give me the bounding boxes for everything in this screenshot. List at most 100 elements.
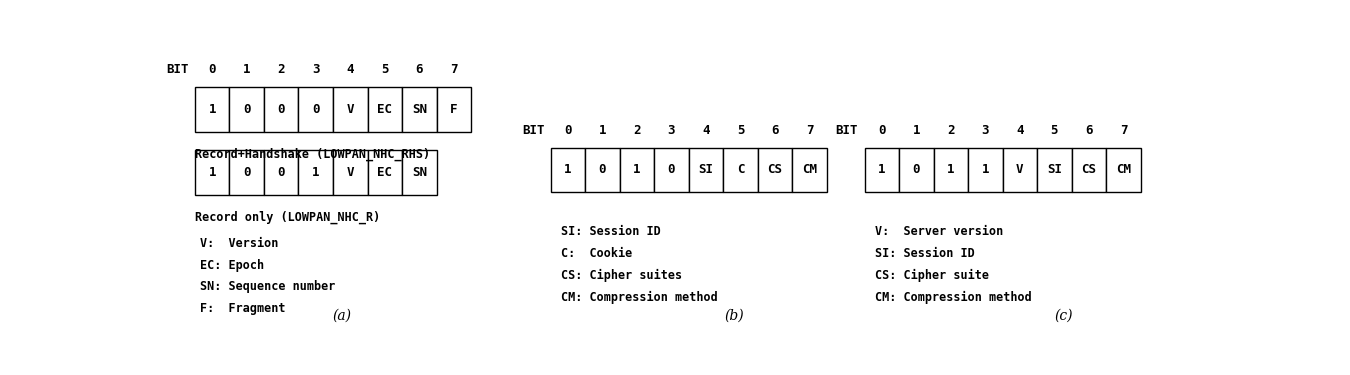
Bar xyxy=(1003,147,1037,192)
Text: CS: CS xyxy=(1081,164,1096,176)
Text: 4: 4 xyxy=(1017,124,1023,136)
Text: 1: 1 xyxy=(913,124,921,136)
Text: 1: 1 xyxy=(878,164,886,176)
Text: (b): (b) xyxy=(724,308,744,322)
Bar xyxy=(688,147,724,192)
Text: CS: CS xyxy=(768,164,783,176)
Text: SN: SN xyxy=(412,103,427,116)
Text: 1: 1 xyxy=(633,164,641,176)
Bar xyxy=(367,87,402,132)
Bar xyxy=(194,150,230,195)
Bar xyxy=(792,147,826,192)
Bar xyxy=(402,150,436,195)
Text: 0: 0 xyxy=(243,166,251,179)
Bar xyxy=(899,147,934,192)
Text: 1: 1 xyxy=(208,103,216,116)
Text: V: V xyxy=(1017,164,1023,176)
Bar xyxy=(724,147,757,192)
Text: CS: Cipher suite: CS: Cipher suite xyxy=(875,269,990,282)
Text: 1: 1 xyxy=(208,166,216,179)
Text: 0: 0 xyxy=(208,63,216,76)
Bar xyxy=(934,147,968,192)
Text: 2: 2 xyxy=(278,63,285,76)
Text: CM: Compression method: CM: Compression method xyxy=(562,290,718,303)
Bar xyxy=(551,147,585,192)
Bar xyxy=(864,147,899,192)
Text: 0: 0 xyxy=(312,103,320,116)
Bar xyxy=(968,147,1003,192)
Text: 7: 7 xyxy=(806,124,813,136)
Bar xyxy=(230,150,265,195)
Text: 1: 1 xyxy=(948,164,954,176)
Text: SN: SN xyxy=(412,166,427,179)
Text: V:  Server version: V: Server version xyxy=(875,225,1003,238)
Text: 0: 0 xyxy=(278,103,285,116)
Bar xyxy=(230,87,265,132)
Bar xyxy=(585,147,620,192)
Text: SI: SI xyxy=(698,164,714,176)
Text: 7: 7 xyxy=(450,63,458,76)
Text: 0: 0 xyxy=(878,124,886,136)
Bar xyxy=(298,150,333,195)
Text: SN: Sequence number: SN: Sequence number xyxy=(200,280,336,293)
Text: EC: Epoch: EC: Epoch xyxy=(200,259,265,272)
Bar xyxy=(757,147,792,192)
Text: CM: CM xyxy=(1116,164,1131,176)
Text: C:  Cookie: C: Cookie xyxy=(562,247,632,260)
Text: 2: 2 xyxy=(633,124,641,136)
Bar xyxy=(402,87,436,132)
Text: 0: 0 xyxy=(278,166,285,179)
Text: 3: 3 xyxy=(312,63,320,76)
Text: CS: Cipher suites: CS: Cipher suites xyxy=(562,269,682,282)
Text: 3: 3 xyxy=(668,124,675,136)
Text: C: C xyxy=(737,164,744,176)
Text: (c): (c) xyxy=(1054,308,1072,322)
Text: 1: 1 xyxy=(564,164,571,176)
Text: SI: SI xyxy=(1046,164,1062,176)
Text: 0: 0 xyxy=(564,124,571,136)
Bar xyxy=(436,87,471,132)
Text: 4: 4 xyxy=(702,124,710,136)
Bar xyxy=(1072,147,1106,192)
Text: V:  Version: V: Version xyxy=(200,237,278,250)
Text: CM: CM xyxy=(802,164,817,176)
Text: 5: 5 xyxy=(1050,124,1058,136)
Text: 0: 0 xyxy=(243,103,251,116)
Text: 7: 7 xyxy=(1119,124,1127,136)
Bar xyxy=(1106,147,1141,192)
Text: 6: 6 xyxy=(1085,124,1092,136)
Bar xyxy=(265,87,298,132)
Text: F:  Fragment: F: Fragment xyxy=(200,302,286,315)
Text: 5: 5 xyxy=(381,63,389,76)
Bar xyxy=(620,147,655,192)
Text: EC: EC xyxy=(377,166,393,179)
Text: SI: Session ID: SI: Session ID xyxy=(562,225,662,238)
Bar xyxy=(194,87,230,132)
Text: F: F xyxy=(450,103,458,116)
Text: BIT: BIT xyxy=(836,124,859,136)
Text: 0: 0 xyxy=(913,164,921,176)
Text: 4: 4 xyxy=(347,63,354,76)
Text: 6: 6 xyxy=(416,63,423,76)
Text: BIT: BIT xyxy=(522,124,544,136)
Text: 6: 6 xyxy=(771,124,779,136)
Text: (a): (a) xyxy=(332,308,351,322)
Bar xyxy=(333,150,367,195)
Text: 3: 3 xyxy=(981,124,990,136)
Text: Record only (LOWPAN_NHC_R): Record only (LOWPAN_NHC_R) xyxy=(194,211,381,224)
Text: Record+Handshake (LOWPAN_NHC_RHS): Record+Handshake (LOWPAN_NHC_RHS) xyxy=(194,147,431,161)
Text: EC: EC xyxy=(377,103,393,116)
Bar xyxy=(298,87,333,132)
Bar xyxy=(367,150,402,195)
Text: CM: Compression method: CM: Compression method xyxy=(875,290,1031,303)
Bar xyxy=(333,87,367,132)
Bar xyxy=(265,150,298,195)
Text: 1: 1 xyxy=(981,164,990,176)
Text: 0: 0 xyxy=(598,164,606,176)
Text: SI: Session ID: SI: Session ID xyxy=(875,247,975,260)
Bar xyxy=(655,147,688,192)
Text: 1: 1 xyxy=(312,166,320,179)
Text: 2: 2 xyxy=(948,124,954,136)
Text: 0: 0 xyxy=(668,164,675,176)
Text: V: V xyxy=(347,166,354,179)
